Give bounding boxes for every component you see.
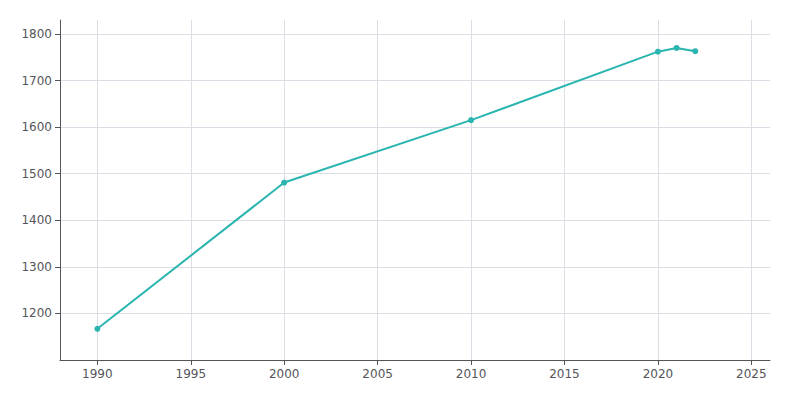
svg-text:1700: 1700 bbox=[21, 74, 52, 88]
svg-text:2020: 2020 bbox=[643, 367, 674, 381]
svg-text:1300: 1300 bbox=[21, 260, 52, 274]
svg-text:2015: 2015 bbox=[549, 367, 580, 381]
svg-text:1995: 1995 bbox=[176, 367, 207, 381]
svg-text:1990: 1990 bbox=[82, 367, 113, 381]
svg-text:1800: 1800 bbox=[21, 27, 52, 41]
svg-text:2025: 2025 bbox=[736, 367, 767, 381]
svg-text:1600: 1600 bbox=[21, 120, 52, 134]
svg-text:2010: 2010 bbox=[456, 367, 487, 381]
svg-text:1400: 1400 bbox=[21, 213, 52, 227]
svg-text:2005: 2005 bbox=[362, 367, 393, 381]
svg-text:1200: 1200 bbox=[21, 306, 52, 320]
svg-text:1500: 1500 bbox=[21, 167, 52, 181]
svg-text:2000: 2000 bbox=[269, 367, 300, 381]
